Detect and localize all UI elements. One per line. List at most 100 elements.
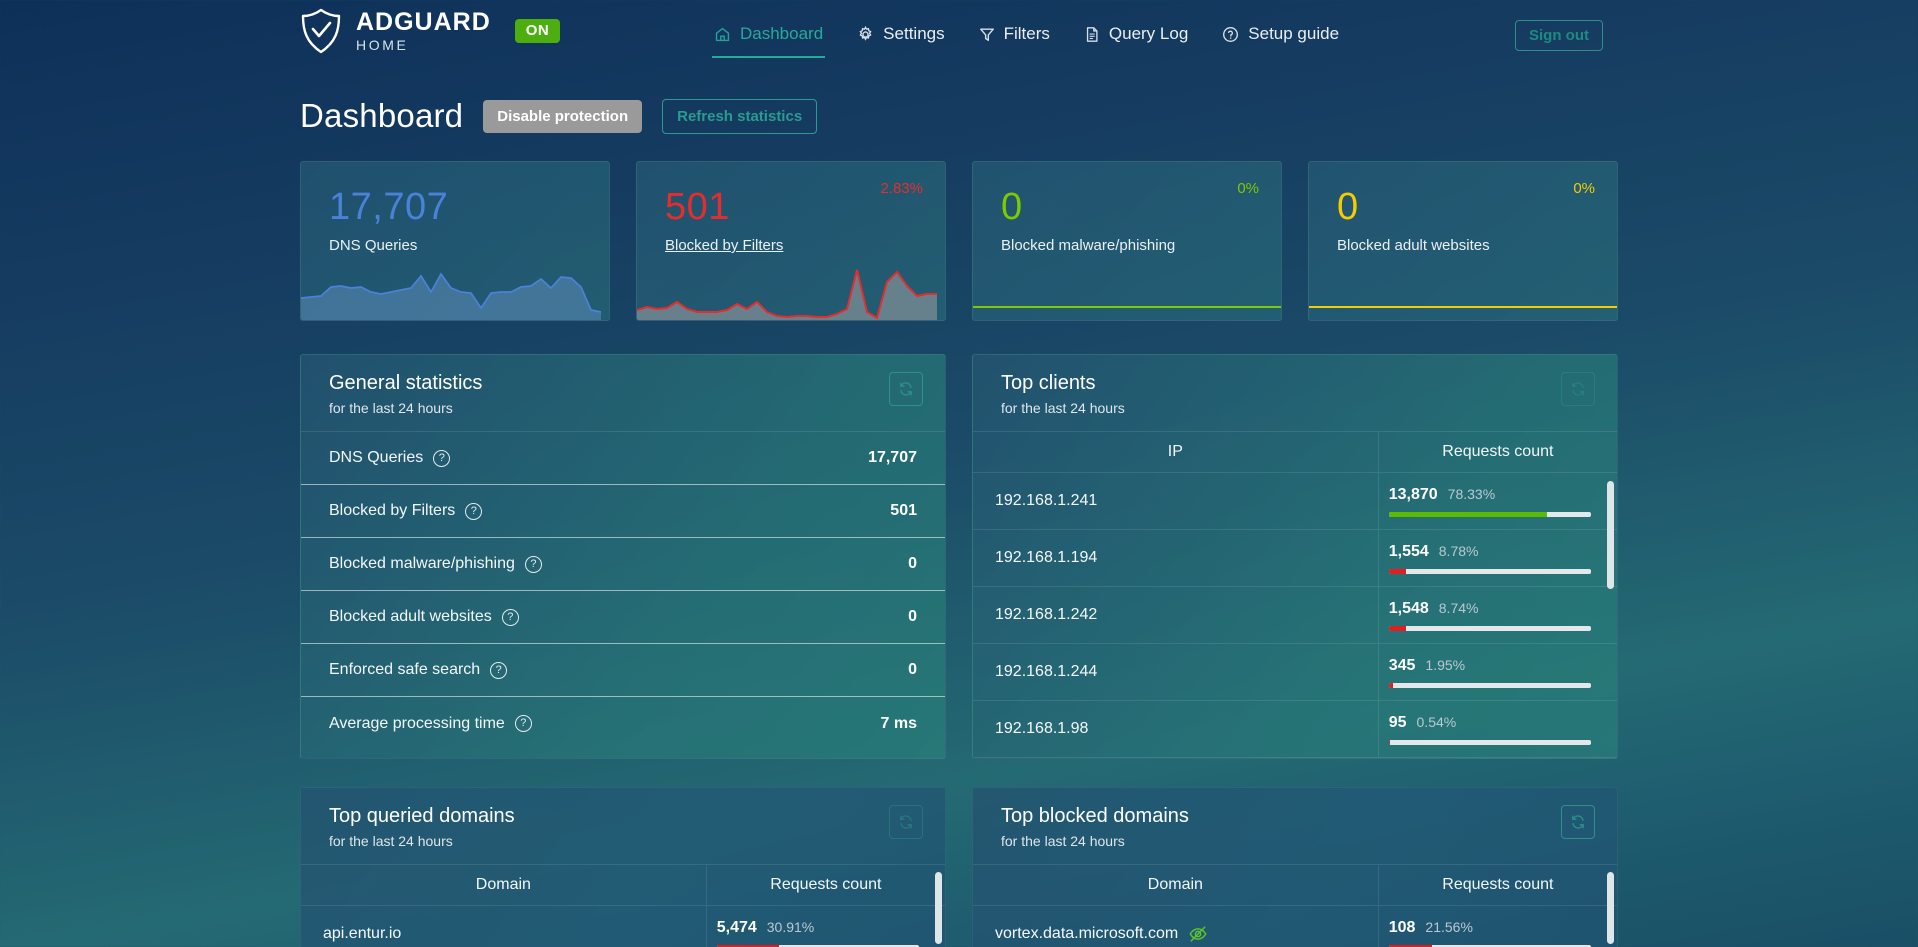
counter-card-blocked-adult[interactable]: 0 Blocked adult websites 0% <box>1308 161 1618 321</box>
requests-percent: 78.33% <box>1447 485 1496 502</box>
table-row[interactable]: 192.168.1.244 345 1.95% <box>973 644 1617 701</box>
requests-count: 13,870 <box>1388 485 1438 503</box>
client-ip[interactable]: 192.168.1.242 <box>995 606 1098 623</box>
stat-row-value: 0 <box>908 608 917 625</box>
stat-row-value: 0 <box>908 555 917 572</box>
nav-item-settings[interactable]: Settings <box>855 0 946 68</box>
counter-label: DNS Queries <box>329 237 418 254</box>
refresh-statistics-button[interactable]: Refresh statistics <box>662 98 818 134</box>
counter-card-blocked-malware[interactable]: 0 Blocked malware/phishing 0% <box>972 161 1282 321</box>
nav-item-query-log-label: Query Log <box>1108 24 1189 43</box>
page-content: Dashboard Disable protection Refresh sta… <box>0 97 1918 947</box>
stat-row: DNS Queries? 17,707 <box>301 432 945 485</box>
column-header-requests-count: Requests count <box>1442 443 1554 460</box>
client-ip[interactable]: 192.168.1.194 <box>995 549 1098 566</box>
requests-percent: 21.56% <box>1425 918 1473 935</box>
stat-row: Blocked malware/phishing? 0 <box>301 538 945 591</box>
stat-row-label: DNS Queries <box>329 449 424 466</box>
table-row[interactable]: vortex.data.microsoft.com 108 <box>973 906 1617 947</box>
counter-card-blocked-by-filters[interactable]: 501 Blocked by Filters 2.83% <box>636 161 946 321</box>
blocked-by-filters-sparkline <box>637 269 937 320</box>
column-header-ip: IP <box>973 432 1379 472</box>
help-icon[interactable]: ? <box>524 555 542 573</box>
client-ip[interactable]: 192.168.1.241 <box>995 492 1098 509</box>
top-blocked-domains-rows: vortex.data.microsoft.com 108 <box>973 906 1617 947</box>
help-icon[interactable]: ? <box>490 661 508 679</box>
nav-item-settings-label: Settings <box>883 24 945 43</box>
refresh-icon-button-top-blocked-domains[interactable] <box>1561 805 1595 839</box>
requests-percent: 1.95% <box>1425 656 1466 673</box>
nav-item-dashboard-label: Dashboard <box>740 24 824 43</box>
table-header: IP Requests count <box>973 432 1617 473</box>
stat-row-value: 17,707 <box>868 449 917 466</box>
column-header-requests-count: Requests count <box>770 876 882 893</box>
client-ip[interactable]: 192.168.1.98 <box>995 720 1089 737</box>
counter-label[interactable]: Blocked by Filters <box>665 237 784 254</box>
requests-count: 1,548 <box>1388 599 1429 617</box>
malware-flat-line <box>973 306 1281 308</box>
refresh-icon-button-general-statistics[interactable] <box>889 372 923 406</box>
help-icon[interactable]: ? <box>433 449 451 467</box>
top-queried-domains-scrollbar[interactable] <box>935 872 942 944</box>
table-row[interactable]: 192.168.1.194 1,554 8.78% <box>973 530 1617 587</box>
panel-header: Top clients for the last 24 hours <box>973 355 1617 432</box>
help-icon[interactable]: ? <box>514 715 532 732</box>
domain-name[interactable]: api.entur.io <box>323 925 402 942</box>
requests-percent: 8.78% <box>1438 542 1479 559</box>
help-icon[interactable]: ? <box>501 608 519 626</box>
top-clients-rows: 192.168.1.241 13,870 78.33% 192.168.1.19… <box>973 473 1617 758</box>
table-row[interactable]: 192.168.1.242 1,548 8.74% <box>973 587 1617 644</box>
progress-bar <box>1388 739 1591 745</box>
top-blocked-domains-scrollbar[interactable] <box>1607 872 1614 944</box>
stats-row: General statistics for the last 24 hours… <box>300 354 1618 759</box>
panel-general-statistics: General statistics for the last 24 hours… <box>300 354 946 759</box>
table-row[interactable]: api.entur.io 5,474 30.91% <box>301 906 945 947</box>
disable-protection-button[interactable]: Disable protection <box>483 99 643 133</box>
brand-logo[interactable]: ADGUARD HOME ON <box>300 8 561 54</box>
counter-value: 0 <box>1001 186 1023 228</box>
panel-title: Top queried domains <box>329 805 515 827</box>
counter-card-dns-queries[interactable]: 17,707 DNS Queries <box>300 161 610 321</box>
nav-item-dashboard[interactable]: Dashboard <box>712 0 826 68</box>
sign-out-button[interactable]: Sign out <box>1515 20 1603 51</box>
stat-row: Blocked adult websites? 0 <box>301 591 945 644</box>
table-row[interactable]: 192.168.1.241 13,870 78.33% <box>973 473 1617 530</box>
funnel-icon <box>979 26 995 43</box>
nav-item-filters[interactable]: Filters <box>977 0 1052 68</box>
column-header-domain: Domain <box>301 865 707 905</box>
protection-status-badge[interactable]: ON <box>514 19 561 43</box>
progress-bar <box>1388 511 1591 517</box>
progress-bar <box>1388 944 1591 947</box>
brand-title: ADGUARD <box>356 8 491 36</box>
counter-value: 501 <box>665 186 730 228</box>
nav-item-query-log[interactable]: Query Log <box>1082 0 1190 68</box>
client-ip[interactable]: 192.168.1.244 <box>995 663 1098 680</box>
progress-bar <box>1388 625 1591 631</box>
refresh-icon-button-top-queried-domains[interactable] <box>889 805 923 839</box>
panel-top-queried-domains: Top queried domains for the last 24 hour… <box>300 787 946 947</box>
refresh-icon-button-top-clients[interactable] <box>1561 372 1595 406</box>
general-statistics-rows: DNS Queries? 17,707 Blocked by Filters? … <box>301 432 945 750</box>
progress-bar <box>716 944 919 947</box>
stat-row-label: Blocked adult websites <box>329 608 492 625</box>
panel-header: General statistics for the last 24 hours <box>301 355 945 432</box>
refresh-icon <box>900 815 912 829</box>
nav-item-setup-guide[interactable]: Setup guide <box>1220 0 1341 68</box>
requests-percent: 8.74% <box>1438 599 1479 616</box>
panel-header: Top blocked domains for the last 24 hour… <box>973 788 1617 865</box>
nav-item-filters-label: Filters <box>1003 24 1050 43</box>
domains-row: Top queried domains for the last 24 hour… <box>300 787 1618 947</box>
eye-off-icon[interactable] <box>1188 924 1208 944</box>
stat-row: Enforced safe search? 0 <box>301 644 945 697</box>
top-clients-scrollbar[interactable] <box>1607 481 1614 589</box>
gear-icon <box>857 25 874 43</box>
adguard-shield-icon <box>300 8 342 54</box>
panel-title: Top blocked domains <box>1001 805 1189 827</box>
column-header-requests-count: Requests count <box>1442 876 1554 893</box>
table-row[interactable]: 192.168.1.98 95 0.54% <box>973 701 1617 758</box>
help-icon[interactable]: ? <box>465 502 483 520</box>
brand-subtitle: HOME <box>356 37 409 53</box>
counter-percent: 0% <box>1573 180 1595 197</box>
domain-name[interactable]: vortex.data.microsoft.com <box>995 925 1179 942</box>
requests-count: 345 <box>1388 656 1416 674</box>
